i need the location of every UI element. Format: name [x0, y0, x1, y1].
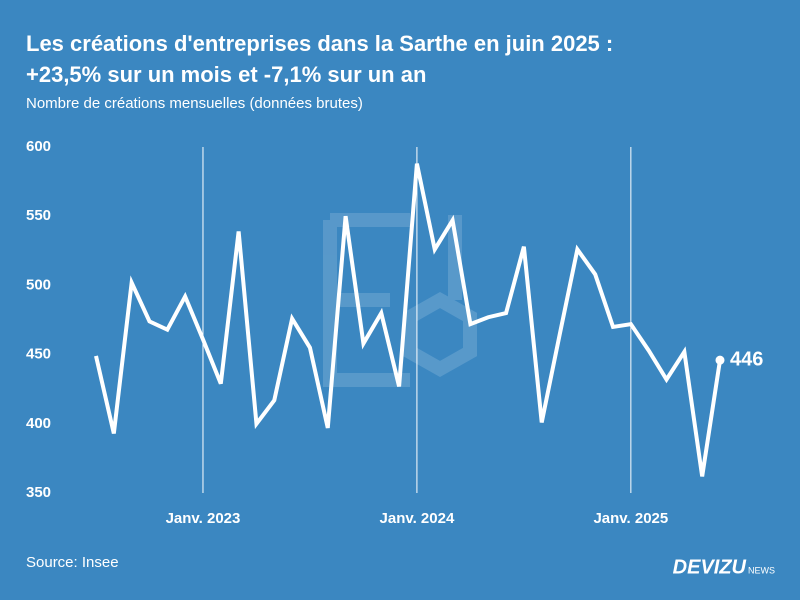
y-tick-label: 400: [26, 415, 51, 432]
y-tick-label: 550: [26, 207, 51, 224]
chart-title: Les créations d'entreprises dans la Sart…: [26, 31, 613, 56]
end-point: [715, 355, 725, 365]
y-tick-label: 600: [26, 138, 51, 155]
y-tick-label: 500: [26, 276, 51, 293]
y-tick-label: 350: [26, 484, 51, 501]
x-tick-label: Janv. 2024: [380, 510, 455, 527]
x-tick-label: Janv. 2023: [166, 510, 241, 527]
brand: DEVIZU: [673, 556, 747, 578]
chart-title: +23,5% sur un mois et -7,1% sur un an: [26, 62, 426, 87]
y-tick-label: 450: [26, 346, 51, 363]
x-tick-label: Janv. 2025: [593, 510, 668, 527]
line: [94, 163, 722, 477]
source: Source: Insee: [26, 554, 119, 571]
data-label: 446: [730, 348, 763, 370]
brand-suffix: NEWS: [748, 565, 775, 575]
chart-subtitle: Nombre de créations mensuelles (données …: [26, 95, 363, 112]
